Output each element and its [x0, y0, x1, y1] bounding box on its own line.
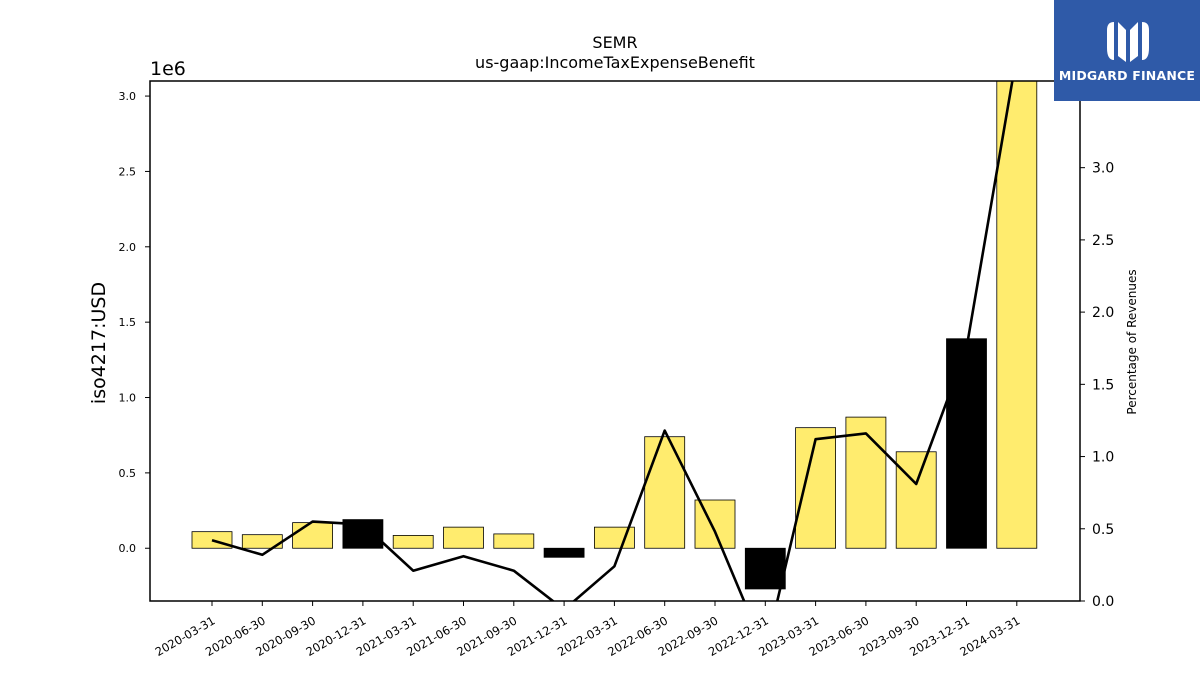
bar-2022-12-31	[744, 547, 786, 590]
y-axis-right-label: Percentage of Revenues	[1125, 269, 1139, 414]
y-ticks-right: 0.00.51.01.52.02.53.03.5	[1080, 88, 1114, 610]
y-offset-label: 1e6	[150, 58, 186, 80]
midgard-logo-icon	[1107, 22, 1149, 62]
y-tick-label: 0.0	[119, 542, 137, 555]
plot-frame	[149, 80, 1081, 602]
bar-2023-12-31	[946, 338, 987, 549]
y-right-tick-label: 0.5	[1092, 522, 1114, 538]
bar-2021-06-30	[443, 526, 484, 549]
bar-2020-09-30	[292, 522, 334, 549]
ratio-line-layer	[211, 81, 1014, 601]
y-tick-label: 1.0	[119, 392, 137, 405]
y-right-tick-label: 1.5	[1092, 377, 1114, 393]
y-right-tick-label: 2.0	[1092, 305, 1114, 321]
y-right-tick-label: 0.0	[1092, 594, 1114, 610]
x-ticks: 2020-03-312020-06-302020-09-302020-12-31…	[153, 601, 1022, 659]
bars	[191, 81, 1038, 590]
chart-title: SEMR	[592, 33, 637, 52]
y-tick-label: 0.5	[119, 467, 137, 480]
y-tick-label: 2.5	[119, 165, 137, 178]
y-right-tick-label: 2.5	[1092, 233, 1114, 249]
y-right-tick-label: 3.0	[1092, 161, 1114, 177]
midgard-logo: MIDGARD FINANCE	[1054, 0, 1200, 101]
y-tick-label: 1.5	[119, 316, 137, 329]
ratio-line	[211, 81, 1014, 601]
y-axis-label: iso4217:USD	[88, 282, 110, 404]
bar-2024-03-31	[996, 81, 1038, 549]
y-tick-label: 3.0	[119, 90, 137, 103]
bar-2023-06-30	[845, 416, 887, 549]
chart-subtitle: us-gaap:IncomeTaxExpenseBenefit	[475, 53, 755, 72]
bar-2023-03-31	[795, 427, 836, 549]
y-right-tick-label: 1.0	[1092, 450, 1114, 466]
bar-2021-03-31	[392, 535, 434, 549]
bar-2021-09-30	[493, 533, 535, 549]
bar-2022-06-30	[644, 436, 686, 549]
bar-2021-12-31	[543, 547, 585, 558]
y-tick-label: 2.0	[119, 241, 137, 254]
bar-2022-09-30	[694, 499, 736, 549]
bar-2020-03-31	[191, 531, 233, 549]
y-ticks: 0.0 0.5 1.0 1.5 2.0 2.5 3.0	[119, 90, 150, 555]
bar-2023-09-30	[895, 451, 937, 549]
logo-text: MIDGARD FINANCE	[1058, 68, 1196, 83]
